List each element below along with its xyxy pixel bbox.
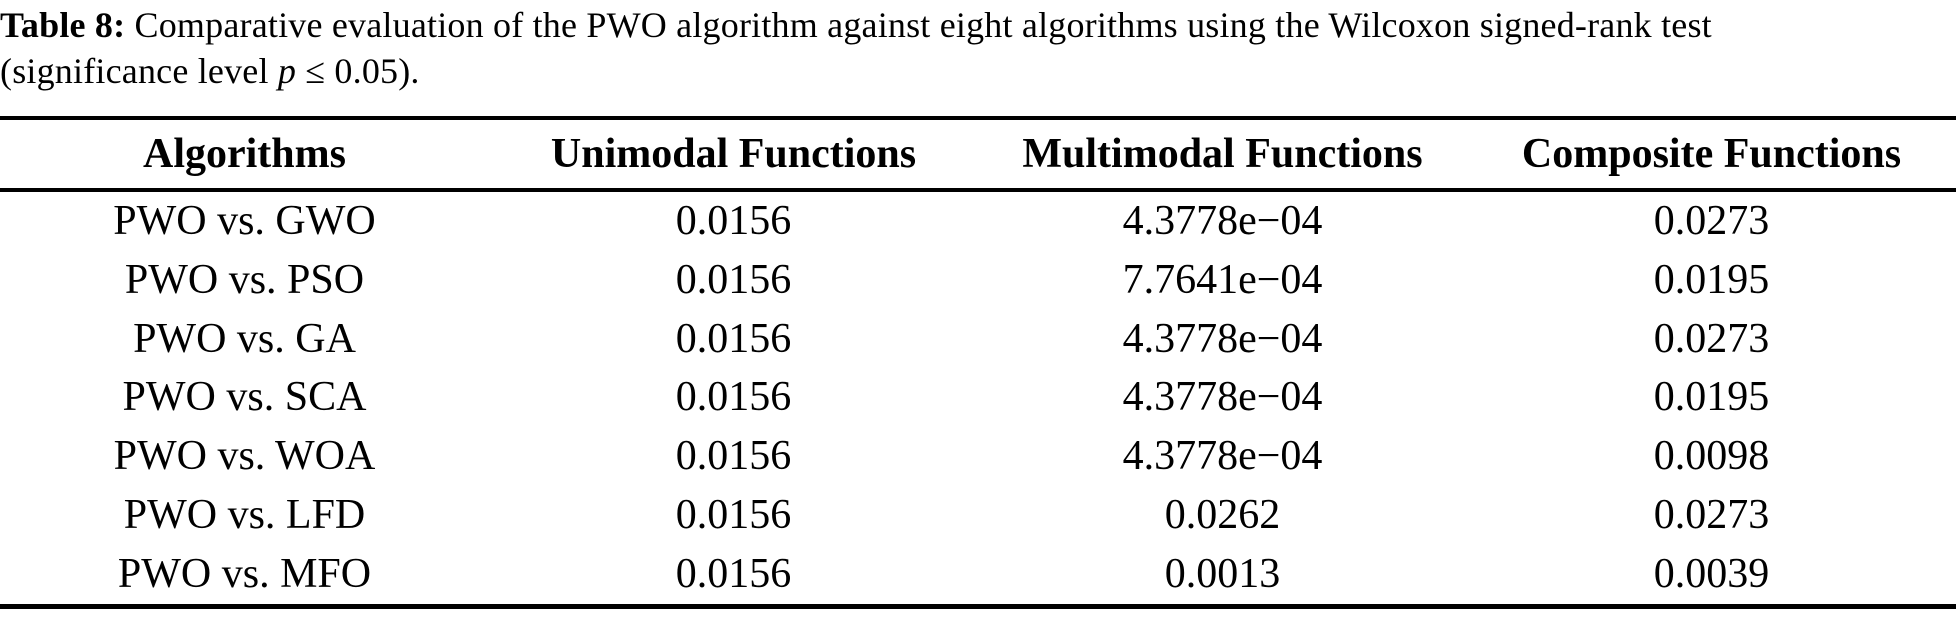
- p-value-cell: 4.3778e−04: [1122, 198, 1323, 244]
- p-value-cell: 0.0156: [675, 374, 792, 421]
- caption-line-2: (significance level p ≤ 0.05).: [0, 48, 1956, 94]
- column-header: Composite Functions: [1521, 131, 1902, 177]
- p-value-cell: 4.3778e−04: [1122, 433, 1323, 480]
- p-value-cell: 0.0195: [1653, 374, 1770, 421]
- p-value-cell: 0.0262: [1164, 492, 1281, 539]
- algorithm-pair-cell: PWO vs. GWO: [113, 198, 376, 244]
- p-value-cell: 0.0039: [1653, 550, 1770, 597]
- table-row: PWO vs. SCA 0.0156 4.3778e−04 0.0195: [0, 368, 1956, 427]
- table-number-label: Table 8:: [0, 5, 126, 45]
- p-value-cell: 0.0273: [1653, 315, 1770, 362]
- wilcoxon-results-table: Algorithms Unimodal Functions Multimodal F…: [0, 116, 1956, 609]
- algorithm-pair-cell: PWO vs. WOA: [113, 433, 376, 480]
- table-row: PWO vs. GA 0.0156 4.3778e−04 0.0273: [0, 310, 1956, 369]
- column-header: Algorithms: [143, 131, 346, 177]
- table-row: PWO vs. MFO 0.0156 0.0013 0.0039: [0, 545, 1956, 606]
- table-row: PWO vs. WOA 0.0156 4.3778e−04 0.0098: [0, 427, 1956, 486]
- header-row: Algorithms Unimodal Functions Multimodal F…: [0, 118, 1956, 190]
- caption-line-1: Table 8: Comparative evaluation of the P…: [0, 2, 1956, 48]
- p-value-symbol: p: [277, 51, 297, 91]
- p-value-cell: 0.0156: [675, 433, 792, 480]
- p-value-cell: 0.0156: [675, 315, 792, 362]
- table-row: PWO vs. PSO 0.0156 7.7641e−04 0.0195: [0, 251, 1956, 310]
- p-value-cell: 0.0273: [1653, 198, 1770, 244]
- algorithm-pair-cell: PWO vs. SCA: [122, 374, 367, 421]
- p-value-cell: 0.0156: [675, 198, 792, 244]
- algorithm-pair-cell: PWO vs. LFD: [123, 492, 366, 539]
- p-value-cell: 0.0156: [675, 550, 792, 597]
- p-value-cell: 0.0195: [1653, 256, 1770, 303]
- algorithm-pair-cell: PWO vs. MFO: [117, 550, 372, 597]
- caption-significance-text: (significance level: [0, 51, 278, 91]
- table-row: PWO vs. GWO 0.0156 4.3778e−04 0.0273: [0, 190, 1956, 251]
- table-row: PWO vs. LFD 0.0156 0.0262 0.0273: [0, 486, 1956, 545]
- p-value-cell: 0.0273: [1653, 492, 1770, 539]
- algorithm-pair-cell: PWO vs. PSO: [124, 256, 365, 303]
- p-value-cell: 7.7641e−04: [1122, 256, 1323, 303]
- caption-significance-threshold: ≤ 0.05).: [296, 51, 420, 91]
- p-value-cell: 4.3778e−04: [1122, 374, 1323, 421]
- p-value-cell: 0.0098: [1653, 433, 1770, 480]
- table-head: Algorithms Unimodal Functions Multimodal F…: [0, 118, 1956, 190]
- algorithm-pair-cell: PWO vs. GA: [133, 315, 356, 362]
- table-body: PWO vs. GWO 0.0156 4.3778e−04 0.0273 PWO vs.…: [0, 190, 1956, 606]
- column-header: Unimodal Functions: [550, 131, 917, 177]
- p-value-cell: 0.0156: [675, 492, 792, 539]
- caption-text: Comparative evaluation of the PWO algori…: [125, 5, 1712, 45]
- p-value-cell: 0.0156: [675, 256, 792, 303]
- table-caption: Table 8: Comparative evaluation of the P…: [0, 0, 1956, 94]
- p-value-cell: 4.3778e−04: [1122, 315, 1323, 362]
- column-header: Multimodal Functions: [1022, 131, 1423, 177]
- p-value-cell: 0.0013: [1164, 550, 1281, 597]
